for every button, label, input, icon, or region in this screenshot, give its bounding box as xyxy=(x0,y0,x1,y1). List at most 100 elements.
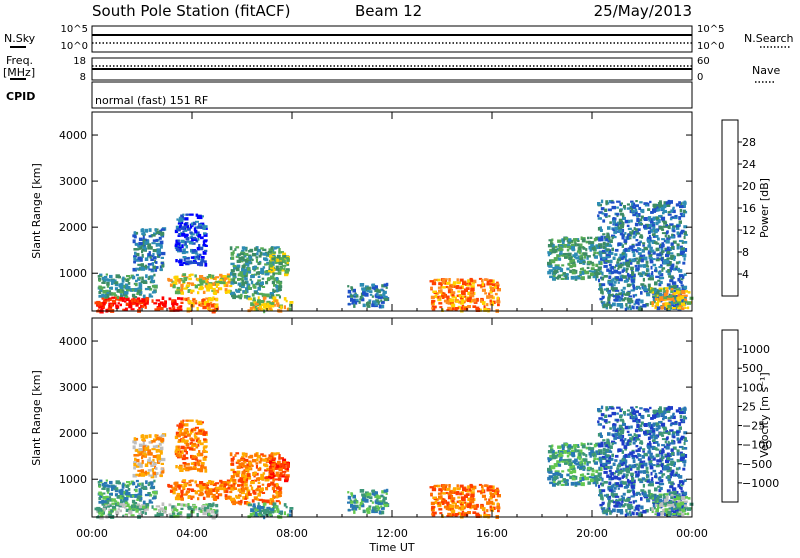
velocity-echo-cell xyxy=(264,477,268,480)
power-echo-cell xyxy=(673,207,675,209)
velocity-echo-cell xyxy=(646,467,649,470)
power-echo-cell xyxy=(642,271,645,274)
power-colorbar-label: Power [dB] xyxy=(758,178,771,238)
velocity-echo-cell xyxy=(361,493,365,495)
velocity-echo-cell xyxy=(129,483,131,485)
power-echo-cell xyxy=(612,206,617,209)
power-echo-cell xyxy=(239,273,241,276)
power-echo-cell xyxy=(175,291,179,295)
power-echo-cell xyxy=(451,289,453,292)
power-echo-cell xyxy=(143,232,146,235)
power-echo-cell xyxy=(456,286,459,290)
velocity-echo-cell xyxy=(257,485,261,487)
power-echo-cell xyxy=(648,231,651,235)
velocity-echo-cell xyxy=(563,445,565,448)
power-echo-cell xyxy=(629,295,633,297)
power-echo-cell xyxy=(680,209,682,212)
power-echo-cell xyxy=(191,256,195,259)
velocity-echo-cell xyxy=(557,446,561,449)
velocity-echo-cell xyxy=(175,465,178,468)
power-ytick-label: 3000 xyxy=(59,175,87,188)
power-echo-cell xyxy=(628,220,630,223)
power-echo-cell xyxy=(152,285,154,288)
power-echo-cell xyxy=(191,223,193,226)
power-echo-cell xyxy=(652,258,656,260)
velocity-echo-cell xyxy=(584,462,586,465)
power-echo-cell xyxy=(276,302,279,304)
velocity-echo-cell xyxy=(153,463,157,466)
power-echo-cell xyxy=(207,281,209,284)
power-echo-cell xyxy=(684,204,686,208)
velocity-echo-cell xyxy=(117,502,119,505)
power-echo-cell xyxy=(379,304,382,308)
velocity-echo-cell xyxy=(497,510,500,513)
velocity-echo-cell xyxy=(137,496,141,499)
power-echo-cell xyxy=(658,271,662,274)
velocity-echo-cell xyxy=(555,472,559,476)
power-echo-cell xyxy=(615,224,618,226)
velocity-echo-cell xyxy=(134,442,137,444)
power-echo-cell xyxy=(592,247,596,250)
power-echo-cell xyxy=(495,283,499,285)
power-echo-cell xyxy=(497,287,499,289)
velocity-echo-cell xyxy=(260,453,264,455)
velocity-echo-cell xyxy=(197,513,199,517)
velocity-echo-cell xyxy=(122,485,125,489)
velocity-echo-cell xyxy=(558,481,561,485)
power-echo-cell xyxy=(670,255,674,258)
velocity-echo-cell xyxy=(252,465,254,467)
velocity-echo-cell xyxy=(469,488,471,491)
power-echo-cell xyxy=(623,287,626,290)
velocity-echo-cell xyxy=(581,482,585,486)
velocity-echo-cell xyxy=(592,469,595,472)
velocity-echo-cell xyxy=(593,457,596,460)
power-echo-cell xyxy=(347,296,350,298)
velocity-echo-cell xyxy=(367,511,371,514)
power-echo-cell xyxy=(177,297,180,300)
power-echo-cell xyxy=(279,262,283,266)
power-echo-cell xyxy=(167,278,170,281)
power-echo-cell xyxy=(662,232,666,234)
power-echo-cell xyxy=(262,278,265,280)
power-echo-cell xyxy=(643,247,647,250)
velocity-echo-cell xyxy=(262,484,265,486)
velocity-echo-cell xyxy=(95,508,98,511)
velocity-echo-cell xyxy=(134,437,136,441)
power-echo-cell xyxy=(147,243,151,247)
velocity-echo-cell xyxy=(192,443,196,446)
power-echo-cell xyxy=(551,259,554,263)
power-echo-cell xyxy=(647,274,650,277)
power-echo-cell xyxy=(452,307,455,310)
velocity-echo-cell xyxy=(678,407,681,410)
velocity-echo-cell xyxy=(572,470,576,473)
velocity-echo-cell xyxy=(145,463,149,467)
velocity-echo-cell xyxy=(237,485,240,487)
power-echo-cell xyxy=(668,225,671,229)
velocity-echo-cell xyxy=(208,480,211,484)
velocity-echo-cell xyxy=(134,458,137,461)
power-echo-cell xyxy=(684,257,686,260)
power-echo-cell xyxy=(599,254,602,258)
velocity-echo-cell xyxy=(251,487,253,491)
power-echo-cell xyxy=(142,305,145,308)
velocity-echo-cell xyxy=(477,490,482,492)
power-echo-cell xyxy=(671,246,674,250)
velocity-echo-cell xyxy=(640,506,643,510)
power-echo-cell xyxy=(155,261,157,264)
power-echo-cell xyxy=(178,223,182,225)
power-echo-cell xyxy=(574,243,577,247)
velocity-echo-cell xyxy=(670,461,674,464)
velocity-echo-cell xyxy=(204,469,207,473)
velocity-echo-cell xyxy=(448,484,451,488)
power-echo-cell xyxy=(115,305,118,307)
velocity-echo-cell xyxy=(352,505,356,509)
velocity-echo-cell xyxy=(211,510,215,514)
velocity-echo-cell xyxy=(106,480,108,482)
power-echo-cell xyxy=(658,253,662,256)
velocity-echo-cell xyxy=(207,487,209,490)
power-echo-cell xyxy=(139,284,143,288)
power-echo-cell xyxy=(194,227,196,231)
velocity-echo-cell xyxy=(271,463,275,466)
velocity-echo-cell xyxy=(277,461,281,465)
velocity-echo-cell xyxy=(284,503,287,507)
